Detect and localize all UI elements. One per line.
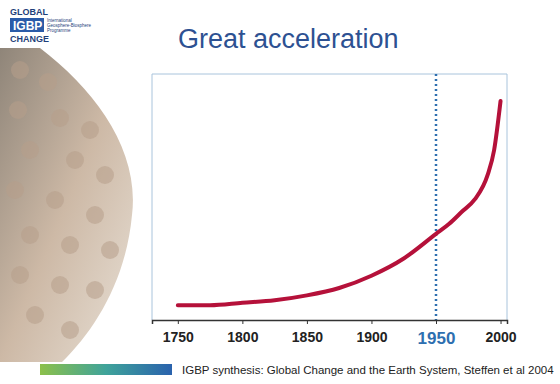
crowd-head — [101, 241, 119, 259]
crowd-head — [11, 266, 29, 284]
x-tick: 2000 — [485, 320, 516, 345]
x-tick-label: 1900 — [356, 329, 387, 345]
source: IGBP synthesis: Global Change and the Ea… — [182, 364, 554, 376]
crowd-head — [61, 236, 79, 254]
x-tick-mark — [371, 320, 372, 324]
crowd-head — [66, 151, 84, 169]
crowd-head — [39, 73, 57, 91]
data-line — [178, 101, 501, 305]
crowd-head — [86, 281, 104, 299]
x-tick-mark — [307, 320, 308, 324]
chart: GLOBALIGBPInternationalGeosphere-Biosphe… — [0, 0, 560, 384]
crowd-head — [26, 306, 44, 324]
x-tick-mark — [436, 320, 437, 324]
footer-bar — [40, 364, 172, 375]
crowd-head — [21, 226, 39, 244]
crowd-head — [96, 166, 114, 184]
x-tick-label: 2000 — [485, 329, 516, 345]
crowd-head — [11, 61, 29, 79]
x-tick-mark — [242, 320, 243, 324]
crowd-head — [21, 141, 39, 159]
x-axis: 1750 1800 1850 1900 1950 2000 — [153, 320, 517, 348]
logo-text: IGBP — [13, 19, 42, 33]
logo-badge — [10, 18, 44, 32]
x-tick-mark — [178, 320, 179, 324]
x-tick: 1900 — [356, 320, 387, 345]
crowd-head — [81, 121, 99, 139]
logo-small-text: Programme — [47, 28, 71, 33]
x-tick: 1750 — [163, 320, 194, 345]
x-tick-label: 1800 — [227, 329, 258, 345]
crowd-head — [51, 276, 69, 294]
crowd-head — [9, 101, 27, 119]
x-tick-label: 1950 — [418, 329, 456, 348]
crowd-head — [46, 191, 64, 209]
logo-text: GLOBAL — [10, 7, 48, 17]
x-tick-label: 1850 — [292, 329, 323, 345]
logo-text: CHANGE — [10, 34, 49, 44]
plot-area — [178, 101, 501, 305]
x-tick-mark — [501, 320, 502, 324]
x-tick: 1850 — [292, 320, 323, 345]
title: Great acceleration — [178, 24, 399, 54]
x-tick: 1800 — [227, 320, 258, 345]
crowd-head — [6, 181, 24, 199]
x-axis-line — [153, 321, 508, 325]
reference-line — [435, 74, 438, 320]
x-tick: 1950 — [418, 320, 456, 348]
crowd-head — [51, 109, 69, 127]
crowd-head — [61, 321, 79, 339]
crowd-image — [0, 48, 133, 362]
x-tick-label: 1750 — [163, 329, 194, 345]
crowd-head — [86, 206, 104, 224]
plot-frame — [152, 74, 507, 320]
